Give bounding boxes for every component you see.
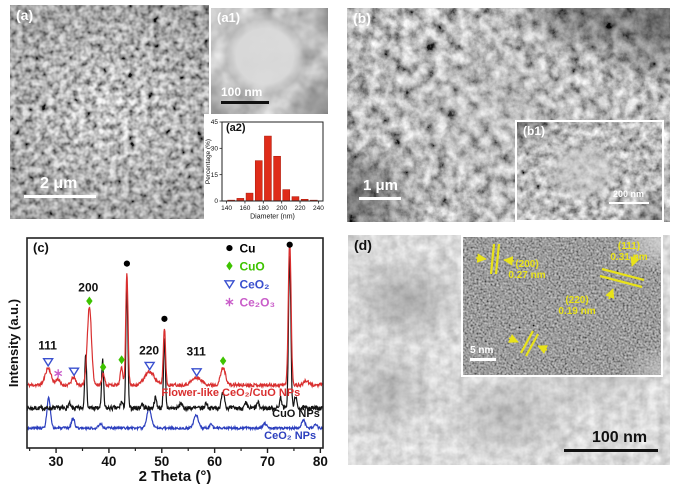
svg-text:2 Theta (°): 2 Theta (°) bbox=[139, 468, 212, 484]
panel-a-scale-bar: 2 μm bbox=[24, 175, 96, 198]
size-histogram: 0 15 30 45 140 160 180 200 220 240 Diameter (nm) Pe… bbox=[205, 119, 324, 221]
svg-text:220: 220 bbox=[139, 344, 159, 358]
panel-a1-scale-bar: 100 nm bbox=[221, 85, 269, 105]
svg-text:CeO₂ NPs: CeO₂ NPs bbox=[264, 430, 316, 442]
svg-text:160: 160 bbox=[240, 205, 251, 212]
svg-text:40: 40 bbox=[101, 454, 116, 469]
panel-b-scale-text: 1 μm bbox=[363, 177, 399, 194]
panel-d-scale-line bbox=[564, 448, 658, 452]
panel-b1-scale-bar: 200 nm bbox=[609, 189, 649, 204]
sem-texture bbox=[10, 5, 209, 219]
hrtem-scale-text: 5 nm bbox=[470, 345, 494, 356]
panel-a1-scale-text: 100 nm bbox=[221, 85, 263, 99]
panel-b-label: (b) bbox=[353, 10, 371, 26]
panel-b-scale-line bbox=[359, 196, 401, 200]
svg-text:Ce₂O₃: Ce₂O₃ bbox=[239, 296, 275, 310]
svg-text:80: 80 bbox=[313, 454, 328, 469]
lattice-annotation-200: (200) 0.27 nm bbox=[499, 259, 555, 281]
panel-b1-scale-line bbox=[609, 201, 649, 204]
panel-b1-sem-inset: (b1) 200 nm bbox=[515, 120, 664, 222]
panel-d-scale-text: 100 nm bbox=[592, 429, 648, 446]
xrd-chart: CeO₂ NPs CuO NPs Flower-like CeO₂/CuO NPs 3… bbox=[8, 237, 328, 484]
panel-d-scale-bar: 100 nm bbox=[564, 429, 658, 452]
svg-text:30: 30 bbox=[211, 146, 219, 153]
svg-text:Diameter (nm): Diameter (nm) bbox=[250, 214, 295, 221]
lattice-plane: (200) bbox=[515, 259, 539, 270]
svg-text:Flower-like CeO₂/CuO NPs: Flower-like CeO₂/CuO NPs bbox=[162, 387, 301, 399]
lattice-plane: (220) bbox=[565, 295, 589, 306]
svg-text:180: 180 bbox=[258, 205, 269, 212]
lattice-annotation-111: (111) 0.31 nm bbox=[601, 241, 657, 263]
panel-a-label: (a) bbox=[16, 7, 34, 23]
svg-text:15: 15 bbox=[211, 172, 219, 179]
svg-text:200: 200 bbox=[276, 205, 287, 212]
panel-b1-label: (b1) bbox=[523, 124, 545, 138]
svg-text:45: 45 bbox=[211, 119, 219, 126]
lattice-spacing: 0.19 nm bbox=[558, 306, 596, 317]
lattice-spacing: 0.31 nm bbox=[610, 252, 648, 263]
svg-text:200: 200 bbox=[78, 281, 98, 295]
panel-a-sem-image: (a) 2 μm bbox=[10, 5, 209, 219]
svg-text:220: 220 bbox=[295, 205, 306, 212]
svg-text:70: 70 bbox=[260, 454, 275, 469]
panel-c-label: (c) bbox=[33, 240, 49, 255]
svg-text:CeO₂: CeO₂ bbox=[239, 277, 269, 291]
panel-c-xrd-chart: CeO₂ NPs CuO NPs Flower-like CeO₂/CuO NPs 3… bbox=[8, 232, 342, 484]
svg-text:CuO NPs: CuO NPs bbox=[272, 408, 320, 420]
panel-b1-scale-text: 200 nm bbox=[613, 189, 645, 199]
panel-a1-label: (a1) bbox=[217, 10, 241, 25]
panel-a1-scale-line bbox=[221, 101, 269, 105]
svg-text:CuO: CuO bbox=[239, 259, 264, 273]
svg-text:Percentage (%): Percentage (%) bbox=[205, 139, 212, 184]
svg-text:240: 240 bbox=[313, 205, 324, 212]
svg-text:140: 140 bbox=[221, 205, 232, 212]
panel-d-tem-image: (d) 100 nm bbox=[348, 235, 670, 465]
panel-a1-sem-inset: (a1) 100 nm bbox=[211, 8, 328, 115]
hrtem-scale-line bbox=[470, 358, 496, 361]
panel-d-label: (d) bbox=[354, 237, 372, 253]
lattice-annotation-220: (220) 0.19 nm bbox=[547, 295, 607, 317]
svg-text:Cu: Cu bbox=[239, 242, 255, 256]
svg-text:111: 111 bbox=[38, 338, 57, 352]
lattice-spacing: 0.27 nm bbox=[508, 270, 546, 281]
lattice-plane: (111) bbox=[617, 241, 641, 252]
panel-b-sem-image: (b) 1 μm (b1) 200 nm bbox=[347, 8, 670, 222]
svg-text:50: 50 bbox=[154, 454, 169, 469]
panel-a2-label: (a2) bbox=[226, 122, 246, 134]
hrtem-scale-bar: 5 nm bbox=[470, 345, 496, 361]
svg-text:0: 0 bbox=[214, 198, 218, 205]
svg-text:60: 60 bbox=[207, 454, 222, 469]
svg-text:30: 30 bbox=[49, 454, 64, 469]
panel-d-hrtem-inset: (200) 0.27 nm (111) 0.31 nm (220) 0.19 n… bbox=[461, 235, 663, 377]
panel-a-scale-line bbox=[24, 194, 96, 198]
panel-a2-histogram: 0 15 30 45 140 160 180 200 220 240 Diameter (nm) Pe… bbox=[204, 114, 330, 222]
panel-a-scale-text: 2 μm bbox=[40, 175, 78, 192]
svg-text:Intensity (a.u.): Intensity (a.u.) bbox=[8, 299, 21, 387]
panel-b-scale-bar: 1 μm bbox=[359, 177, 401, 200]
svg-text:311: 311 bbox=[186, 345, 206, 359]
